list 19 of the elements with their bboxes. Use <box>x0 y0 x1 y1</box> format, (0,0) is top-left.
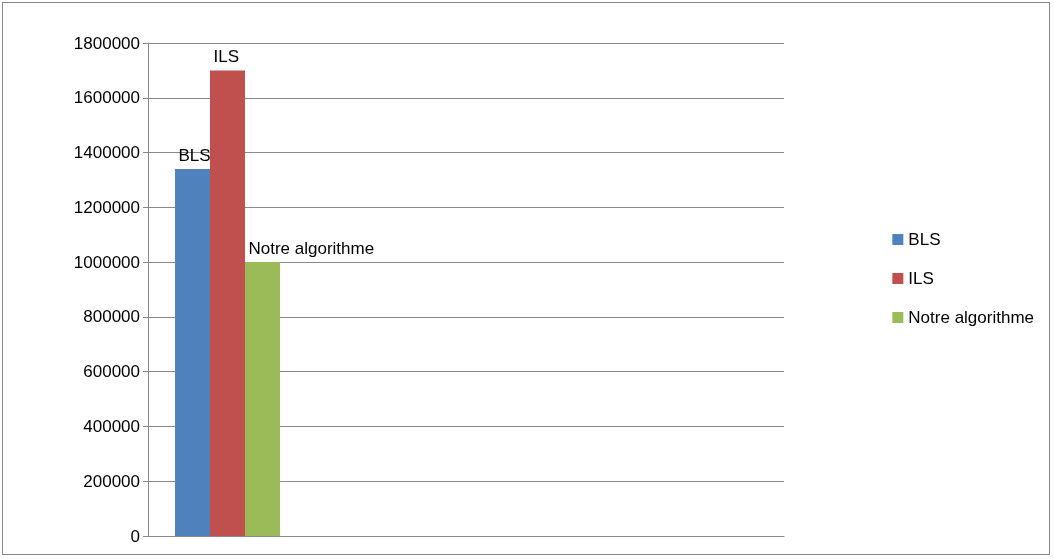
legend-label: BLS <box>908 230 941 249</box>
text: Notre algorithme <box>248 239 375 259</box>
y-tick-label: 400000 <box>83 416 140 436</box>
bar <box>175 168 210 536</box>
y-tick-label: 1800000 <box>73 33 140 53</box>
bar <box>210 70 245 536</box>
y-tick-label: 800000 <box>83 307 140 327</box>
y-tick-label: 1600000 <box>73 88 140 108</box>
text: ILS <box>213 47 240 67</box>
y-tick-label: 200000 <box>83 471 140 491</box>
y-tick-label: 1200000 <box>73 197 140 217</box>
y-tick-label: 600000 <box>83 362 140 382</box>
bar <box>245 262 280 536</box>
legend-label: ILS <box>908 269 934 288</box>
y-tick-label: 1000000 <box>73 252 140 272</box>
legend-label: Notre algorithme <box>908 308 1035 327</box>
y-tick-label: 0 <box>130 526 140 546</box>
text: BLS <box>178 145 211 165</box>
y-tick-label: 1400000 <box>73 143 140 163</box>
